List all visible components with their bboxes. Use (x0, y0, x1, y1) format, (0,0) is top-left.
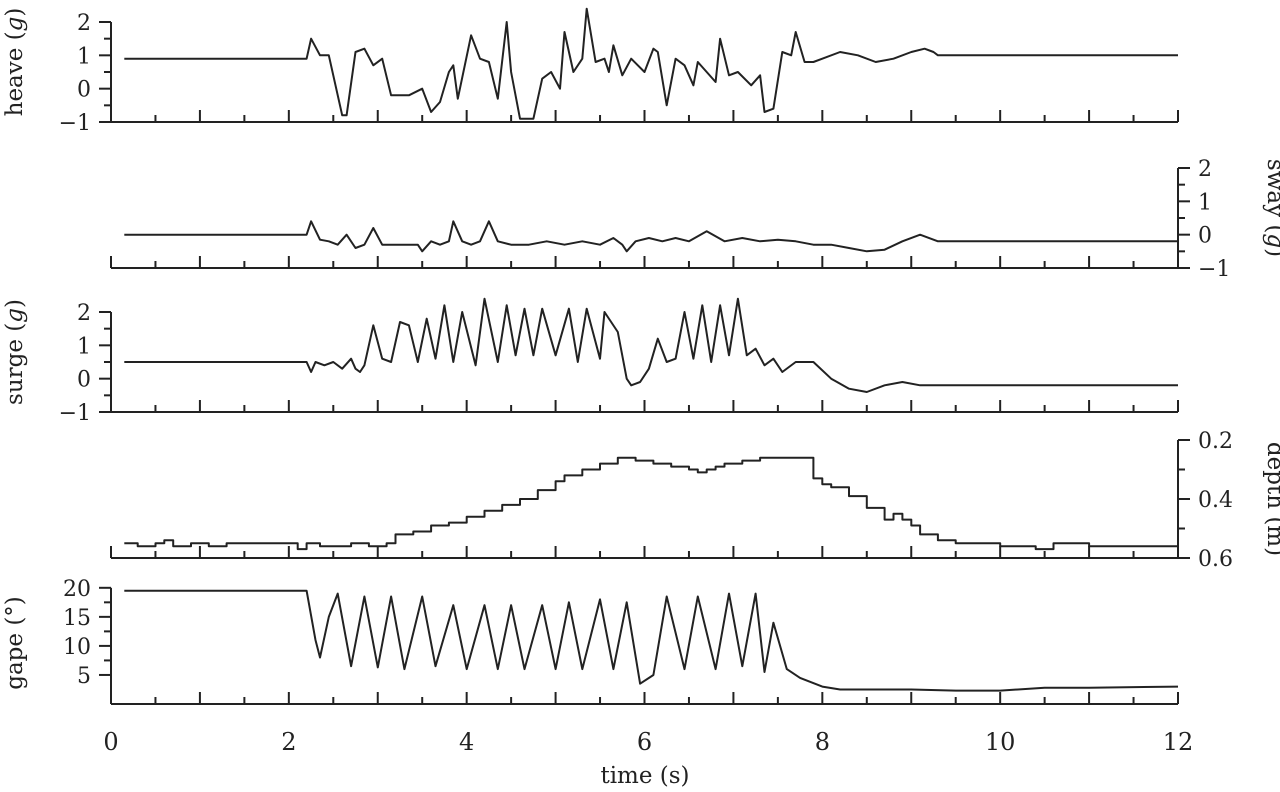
panel-sway: −1 0 1 2 sway (g) (110, 157, 1280, 282)
heave-axis-label-part: heave ( (2, 31, 28, 116)
heave-y-tick-label: 1 (77, 44, 91, 69)
sway-y-tick-label: −1 (1198, 257, 1230, 282)
x-tick-label: 6 (637, 728, 652, 756)
surge-series-line (124, 297, 1178, 393)
sway-y-tick-label: 2 (1198, 157, 1212, 182)
gape-axis-label: gape (°) (2, 596, 28, 690)
surge-axis-label-part: surge ( (2, 323, 28, 405)
surge-y-tick-label: 1 (77, 334, 91, 359)
surge-axis-label: surge (g) (2, 299, 28, 405)
x-tick-label: 10 (985, 728, 1016, 756)
sway-axis-label-part: g (1262, 233, 1280, 248)
depth-y-tick-label: 0.4 (1198, 488, 1233, 513)
panel-depth: 0.2 0.4 0.6 depth (m) (110, 429, 1280, 572)
surge-y-tick-label: 0 (77, 368, 91, 393)
sway-series-line (124, 220, 1178, 253)
surge-axis-label-part: g (2, 308, 28, 323)
gape-y-tick-label: 20 (63, 577, 91, 602)
heave-y-tick-label: 0 (77, 78, 91, 103)
gape-y-tick-label: 10 (63, 635, 91, 660)
surge-axis-label-part: ) (2, 299, 28, 308)
panel-gape: 5 10 15 20 gape (°) (2, 577, 1179, 705)
heave-axis-label: heave (g) (2, 8, 28, 117)
x-tick-label: 2 (281, 728, 296, 756)
x-tick-label: 8 (815, 728, 830, 756)
heave-axis-label-part: g (2, 17, 28, 32)
sway-axis-label: sway (g) (1262, 159, 1280, 257)
x-tick-label: 12 (1163, 728, 1194, 756)
x-tick-label: 0 (103, 728, 118, 756)
surge-y-tick-label: −1 (59, 401, 91, 426)
depth-axis-label: depth (m) (1262, 442, 1280, 556)
gape-axis-label-part: gape (°) (2, 596, 28, 690)
surge-y-tick-label: 2 (77, 301, 91, 326)
heave-series-line (124, 7, 1178, 120)
x-axis-label: time (s) (600, 763, 689, 789)
heave-axis-label-part: ) (2, 8, 28, 17)
panel-heave: −1 0 1 2 heave (g) (2, 7, 1179, 136)
sway-axis-label-part: sway ( (1262, 159, 1280, 233)
x-tick-label: 4 (459, 728, 474, 756)
heave-y-tick-label: −1 (59, 111, 91, 136)
heave-y-tick-label: 2 (77, 11, 91, 36)
gape-y-tick-label: 5 (77, 664, 91, 689)
panel-surge: −1 0 1 2 surge (g) (2, 297, 1179, 426)
shared-time-axis: time (s) 0 2 4 6 8 10 12 (103, 728, 1193, 789)
depth-series-line (124, 456, 1178, 551)
depth-y-tick-label: 0.6 (1198, 547, 1233, 572)
gape-y-tick-label: 15 (63, 606, 91, 631)
gape-series-line (124, 589, 1179, 692)
depth-axis-label-part: depth (m) (1262, 442, 1280, 556)
sway-y-tick-label: 1 (1198, 190, 1212, 215)
sway-y-tick-label: 0 (1198, 224, 1212, 249)
sway-axis-label-part: ) (1262, 248, 1280, 257)
depth-y-tick-label: 0.2 (1198, 429, 1233, 454)
